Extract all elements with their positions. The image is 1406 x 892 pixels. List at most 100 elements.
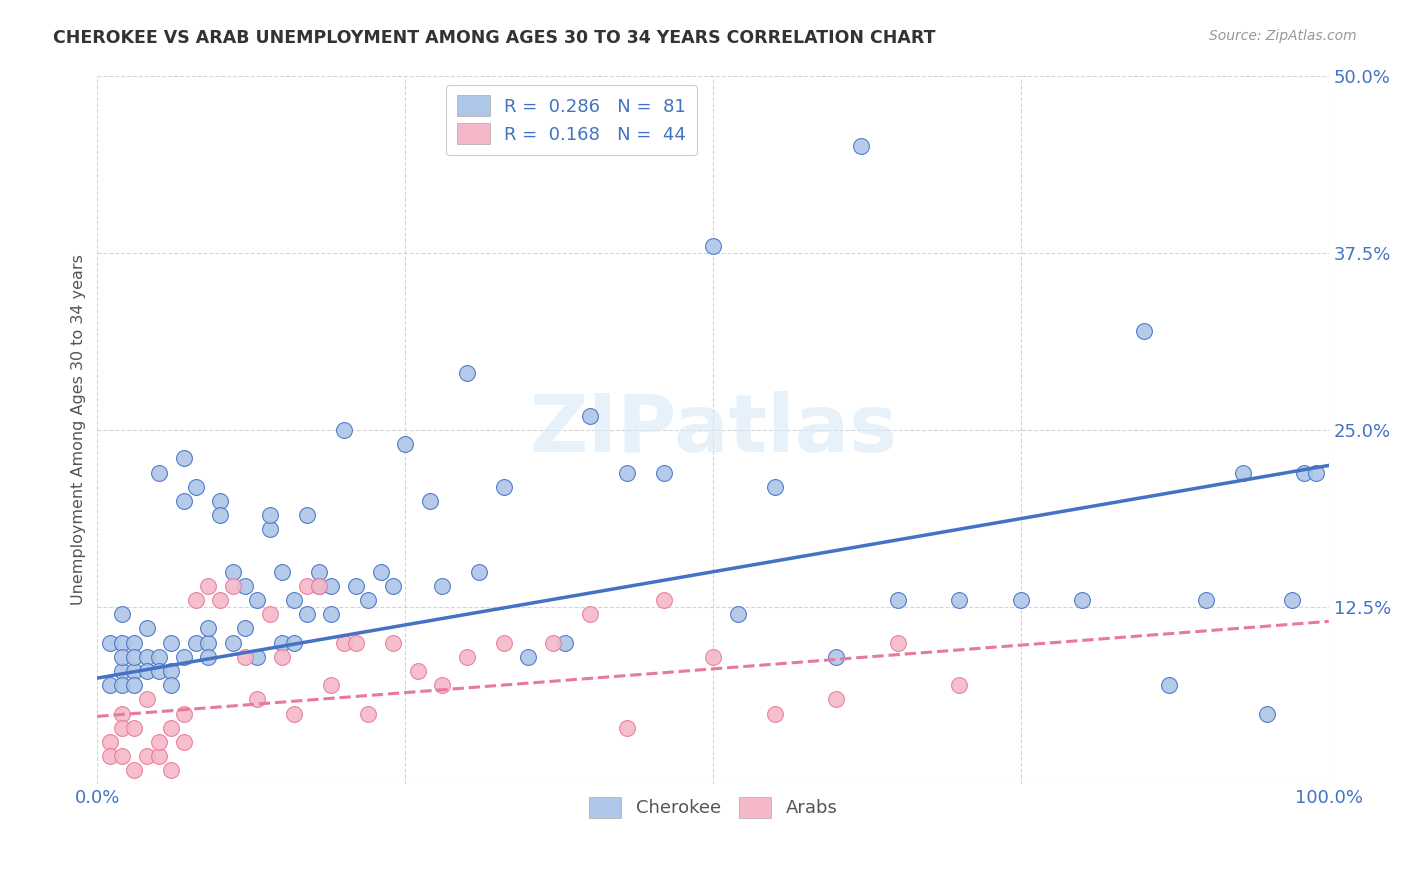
Point [111, 607, 134, 622]
Legend: Cherokee, Arabs: Cherokee, Arabs [581, 789, 845, 825]
Point [124, 649, 146, 664]
Point [222, 579, 245, 593]
Point [271, 649, 294, 664]
Point [1133, 324, 1156, 338]
Point [430, 579, 453, 593]
Point [357, 706, 380, 721]
Point [948, 593, 970, 607]
Point [111, 706, 134, 721]
Point [283, 706, 305, 721]
Point [887, 635, 910, 649]
Point [160, 678, 183, 692]
Point [344, 579, 367, 593]
Point [124, 721, 146, 735]
Point [160, 664, 183, 678]
Point [468, 565, 491, 579]
Point [308, 579, 330, 593]
Text: CHEROKEE VS ARAB UNEMPLOYMENT AMONG AGES 30 TO 34 YEARS CORRELATION CHART: CHEROKEE VS ARAB UNEMPLOYMENT AMONG AGES… [53, 29, 936, 46]
Point [702, 238, 724, 252]
Point [135, 649, 157, 664]
Point [173, 494, 195, 508]
Point [197, 635, 219, 649]
Point [222, 565, 245, 579]
Point [456, 649, 478, 664]
Point [148, 735, 170, 749]
Point [148, 749, 170, 764]
Point [160, 721, 183, 735]
Point [124, 664, 146, 678]
Text: Source: ZipAtlas.com: Source: ZipAtlas.com [1209, 29, 1357, 43]
Point [98, 735, 121, 749]
Point [283, 593, 305, 607]
Point [517, 649, 540, 664]
Point [233, 579, 256, 593]
Point [124, 635, 146, 649]
Point [111, 721, 134, 735]
Point [1232, 466, 1254, 480]
Point [209, 494, 232, 508]
Point [763, 480, 786, 494]
Point [135, 749, 157, 764]
Point [492, 635, 515, 649]
Point [160, 635, 183, 649]
Point [209, 593, 232, 607]
Point [702, 649, 724, 664]
Point [98, 678, 121, 692]
Point [1294, 466, 1316, 480]
Point [246, 692, 269, 706]
Point [259, 508, 281, 522]
Point [135, 664, 157, 678]
Point [1194, 593, 1216, 607]
Point [148, 649, 170, 664]
Point [370, 565, 392, 579]
Point [295, 607, 318, 622]
Point [430, 678, 453, 692]
Point [197, 622, 219, 636]
Point [616, 721, 638, 735]
Point [209, 508, 232, 522]
Point [727, 607, 749, 622]
Point [332, 635, 354, 649]
Point [111, 635, 134, 649]
Point [259, 607, 281, 622]
Point [184, 480, 207, 494]
Point [381, 579, 404, 593]
Point [1305, 466, 1327, 480]
Point [381, 635, 404, 649]
Point [197, 579, 219, 593]
Point [1281, 593, 1303, 607]
Point [616, 466, 638, 480]
Point [135, 622, 157, 636]
Point [184, 635, 207, 649]
Point [173, 735, 195, 749]
Point [148, 466, 170, 480]
Point [111, 664, 134, 678]
Point [344, 635, 367, 649]
Point [825, 692, 848, 706]
Point [173, 706, 195, 721]
Point [111, 678, 134, 692]
Point [948, 678, 970, 692]
Point [173, 451, 195, 466]
Point [1256, 706, 1278, 721]
Point [763, 706, 786, 721]
Y-axis label: Unemployment Among Ages 30 to 34 years: Unemployment Among Ages 30 to 34 years [72, 254, 86, 606]
Point [554, 635, 576, 649]
Point [295, 579, 318, 593]
Point [887, 593, 910, 607]
Point [246, 649, 269, 664]
Point [197, 649, 219, 664]
Point [283, 635, 305, 649]
Point [271, 565, 294, 579]
Point [849, 139, 872, 153]
Point [308, 565, 330, 579]
Point [825, 649, 848, 664]
Point [259, 522, 281, 536]
Point [111, 649, 134, 664]
Point [406, 664, 429, 678]
Point [332, 423, 354, 437]
Point [184, 593, 207, 607]
Point [308, 579, 330, 593]
Point [652, 593, 675, 607]
Point [321, 579, 343, 593]
